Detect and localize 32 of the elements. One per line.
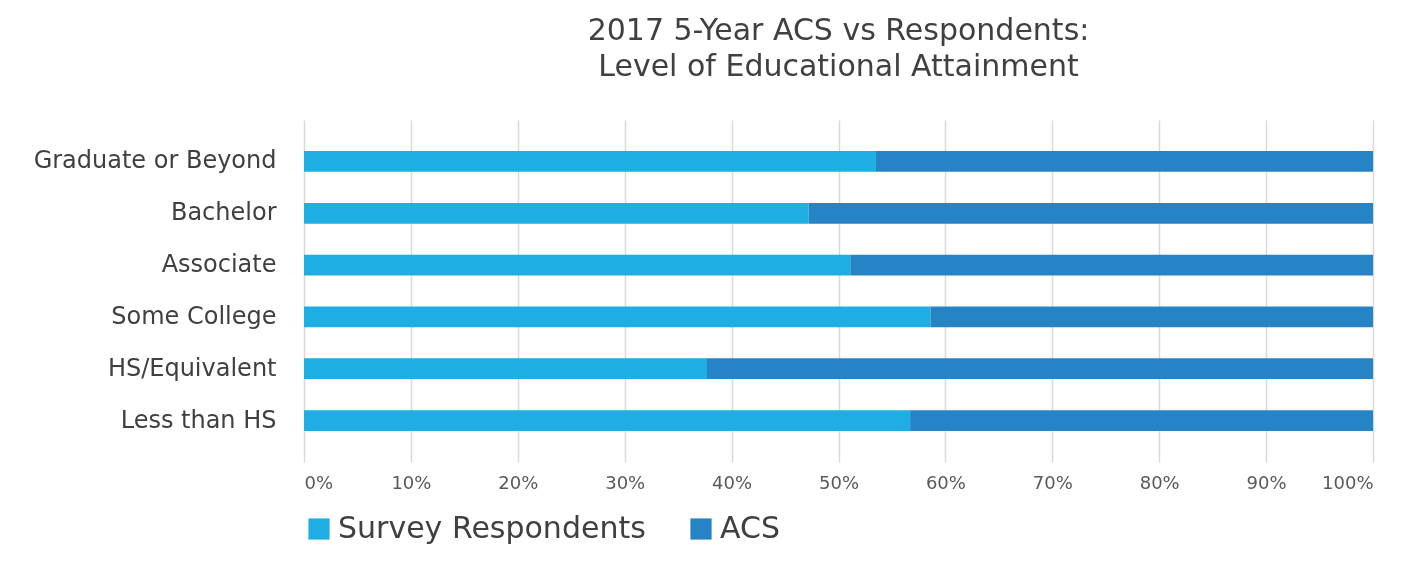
bar <box>707 358 1373 380</box>
y-tick-label: Graduate or Beyond <box>33 146 277 175</box>
legend-label: ACS <box>720 510 780 545</box>
y-tick-label: Less than HS <box>120 405 277 434</box>
chart-title: 2017 5-Year ACS vs Respondents: Level of Educational Attainment <box>587 12 1090 83</box>
x-tick-label: 30% <box>605 471 646 493</box>
bar <box>808 202 1373 224</box>
x-tick-label: 60% <box>925 471 966 493</box>
bar <box>875 151 1373 172</box>
bar <box>304 202 809 224</box>
y-tick-label: Bachelor <box>170 198 277 227</box>
bar <box>304 410 911 431</box>
y-tick-label: Associate <box>161 250 277 279</box>
bar <box>304 306 931 328</box>
legend-label: Survey Respondents <box>338 510 646 545</box>
bar <box>930 306 1373 328</box>
x-tick-label: 90% <box>1246 471 1287 493</box>
bar <box>850 254 1373 276</box>
x-tick-label: 0% <box>304 471 334 493</box>
x-tick-label: 10% <box>391 471 432 493</box>
bar <box>304 151 876 172</box>
x-tick-label: 100% <box>1322 471 1374 493</box>
x-tick-label: 70% <box>1032 471 1073 493</box>
bar <box>910 410 1373 431</box>
y-tick-label: HS/Equivalent <box>107 353 277 382</box>
x-tick-label: 40% <box>712 471 753 493</box>
bar <box>304 358 708 380</box>
x-tick-label: 20% <box>498 471 539 493</box>
bar <box>304 254 851 276</box>
x-tick-label: 50% <box>818 471 860 493</box>
x-tick-label: 80% <box>1139 471 1180 493</box>
y-tick-label: Some College <box>111 301 277 330</box>
